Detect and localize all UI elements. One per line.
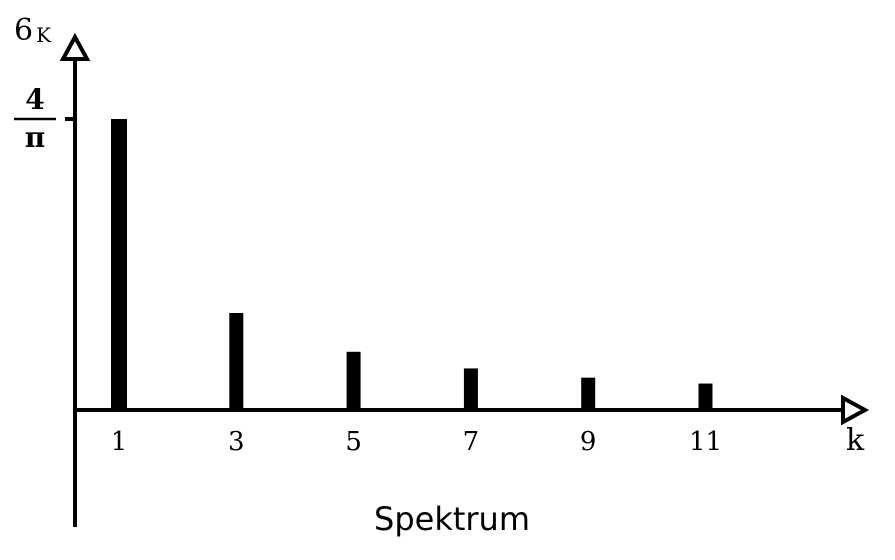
x-tick-label-5: 5 — [345, 427, 362, 457]
x-axis-arrowhead — [841, 394, 870, 426]
y-axis-arrowhead — [59, 32, 91, 61]
chart-caption: Spektrum — [374, 500, 530, 538]
y-tick-numerator: 4 — [25, 83, 44, 116]
y-ticks: 4π — [14, 83, 75, 154]
x-tick-label-3: 3 — [228, 427, 245, 457]
bar-k-3 — [229, 313, 244, 410]
x-tick-label-7: 7 — [463, 427, 480, 457]
y-axis-label-main: 6 — [14, 13, 33, 48]
x-tick-label-1: 1 — [111, 427, 128, 457]
bars-group — [111, 119, 713, 410]
x-axis-label: k — [846, 423, 865, 458]
bar-k-1 — [111, 119, 127, 410]
bar-k-7 — [463, 368, 478, 410]
bar-k-5 — [346, 351, 361, 410]
bar-k-11 — [698, 383, 713, 410]
x-tick-label-9: 9 — [580, 427, 597, 457]
y-tick-denominator: π — [25, 121, 46, 154]
bar-k-9 — [581, 377, 596, 410]
x-tick-label-11: 11 — [689, 427, 722, 457]
x-tick-labels: 1 3 5 7 9 11 — [111, 427, 722, 457]
y-axis-label-subscript: K — [36, 23, 52, 47]
